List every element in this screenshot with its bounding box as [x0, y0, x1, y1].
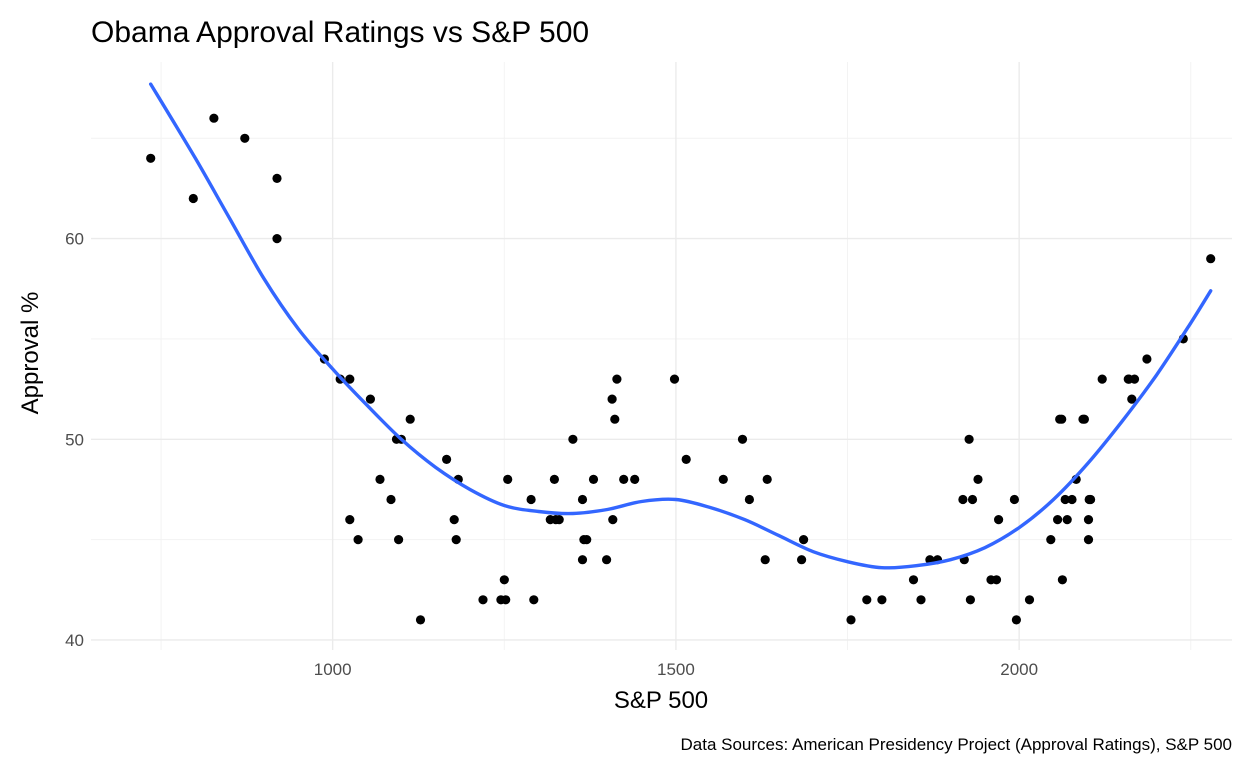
- data-points: [146, 113, 1216, 625]
- data-point: [549, 474, 560, 484]
- x-tick-label-0: 1000: [314, 660, 352, 679]
- data-point: [577, 494, 588, 505]
- data-point: [345, 374, 355, 384]
- data-point: [607, 394, 617, 404]
- data-point: [240, 133, 250, 143]
- y-tick-label-0: 40: [65, 631, 84, 650]
- data-point: [991, 575, 1002, 585]
- data-point: [846, 615, 856, 625]
- data-point: [365, 394, 375, 404]
- major-gridlines: [91, 62, 1232, 650]
- data-point: [478, 595, 488, 605]
- data-point: [877, 595, 887, 605]
- data-point: [501, 595, 511, 605]
- minor-gridlines: [91, 62, 1232, 650]
- data-point: [503, 474, 513, 484]
- data-point: [209, 113, 219, 123]
- data-point: [526, 494, 536, 505]
- data-point: [1011, 615, 1022, 625]
- data-point: [799, 535, 809, 545]
- data-point: [375, 474, 385, 484]
- data-point: [1083, 535, 1094, 545]
- data-point: [994, 515, 1004, 525]
- data-point: [1053, 515, 1063, 525]
- data-point: [188, 193, 198, 204]
- data-point: [967, 494, 978, 505]
- data-point: [1129, 374, 1140, 384]
- y-axis-title: Approval %: [17, 292, 44, 415]
- data-point: [718, 474, 728, 484]
- data-point: [1086, 494, 1096, 505]
- y-tick-label-1: 50: [65, 430, 84, 449]
- data-point: [762, 474, 772, 484]
- data-point: [577, 555, 588, 565]
- data-point: [1079, 414, 1089, 424]
- data-point: [1067, 494, 1077, 505]
- data-point: [353, 535, 363, 545]
- data-point: [345, 515, 355, 525]
- data-point: [1062, 515, 1072, 525]
- data-point: [610, 414, 620, 424]
- data-point: [760, 555, 770, 565]
- data-point: [973, 474, 983, 484]
- chart-title: Obama Approval Ratings vs S&P 500: [91, 16, 589, 49]
- data-point: [1024, 595, 1035, 605]
- data-point: [1206, 254, 1216, 264]
- data-point: [612, 374, 622, 384]
- data-point: [1127, 394, 1137, 404]
- data-point: [568, 434, 578, 444]
- data-point: [394, 535, 404, 545]
- data-point: [1046, 535, 1056, 545]
- x-tick-label-2: 2000: [1000, 660, 1038, 679]
- data-point: [449, 515, 459, 525]
- data-point: [965, 595, 976, 605]
- data-point: [499, 575, 509, 585]
- data-point: [386, 494, 396, 505]
- data-point: [602, 555, 612, 565]
- x-axis-title: S&P 500: [614, 687, 708, 714]
- data-point: [619, 474, 629, 484]
- data-point: [669, 374, 680, 384]
- data-point: [681, 454, 691, 464]
- data-point: [588, 474, 599, 484]
- data-point: [958, 494, 968, 505]
- y-axis-tick-labels: 40 50 60: [65, 230, 84, 650]
- data-point: [862, 595, 872, 605]
- data-point: [608, 515, 618, 525]
- x-axis-tick-labels: 1000 1500 2000: [314, 660, 1038, 679]
- data-point: [1009, 494, 1020, 505]
- data-point: [272, 173, 282, 183]
- data-point: [405, 414, 415, 424]
- data-point: [529, 595, 539, 605]
- data-point: [272, 234, 282, 244]
- loess-smooth-line: [149, 82, 1213, 570]
- data-point: [908, 575, 919, 585]
- y-tick-label-2: 60: [65, 230, 84, 249]
- data-point: [451, 535, 461, 545]
- data-point: [1057, 575, 1067, 585]
- data-point: [1142, 354, 1152, 364]
- data-point: [146, 153, 156, 163]
- data-point: [554, 515, 564, 525]
- data-point: [797, 555, 807, 565]
- data-point: [1083, 515, 1094, 525]
- data-point: [1057, 414, 1067, 424]
- data-source-caption: Data Sources: American Presidency Projec…: [680, 735, 1232, 754]
- data-point: [916, 595, 926, 605]
- data-point: [442, 454, 452, 464]
- data-point: [415, 615, 426, 625]
- x-tick-label-1: 1500: [657, 660, 695, 679]
- data-point: [964, 434, 974, 444]
- data-point: [737, 434, 748, 444]
- data-point: [1097, 374, 1107, 384]
- data-point: [582, 535, 592, 545]
- data-point: [744, 494, 755, 505]
- data-point: [630, 474, 640, 484]
- data-point: [1060, 494, 1070, 505]
